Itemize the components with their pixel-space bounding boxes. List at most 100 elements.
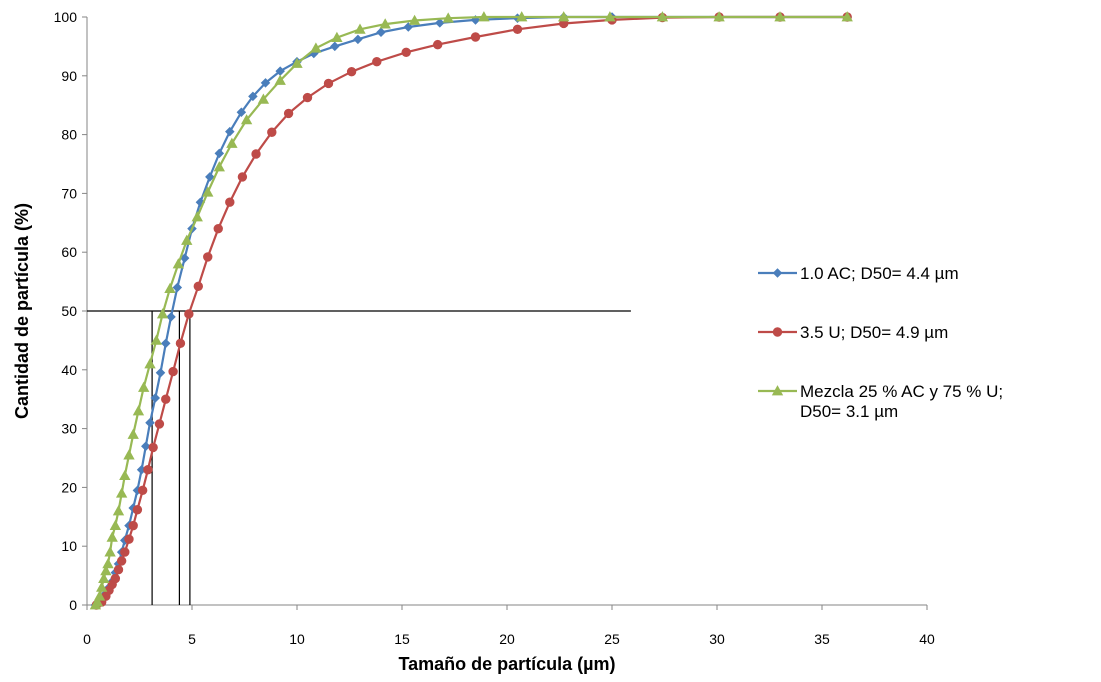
x-axis-title: Tamaño de partícula (µm) <box>398 654 615 674</box>
data-point <box>323 78 334 89</box>
data-point <box>236 107 247 118</box>
x-tick-label: 5 <box>188 631 196 647</box>
data-point <box>102 558 114 569</box>
data-point <box>110 573 121 584</box>
data-point <box>191 211 203 222</box>
data-point <box>132 505 143 515</box>
data-point <box>310 42 322 53</box>
data-point <box>225 197 235 207</box>
data-point <box>104 546 116 557</box>
legend-label: Mezcla 25 % AC y 75 % U; D50= 3.1 µm <box>800 382 1003 421</box>
x-tick-label: 30 <box>709 631 725 647</box>
data-point <box>330 41 340 52</box>
x-tick-label: 0 <box>83 631 91 647</box>
data-point <box>181 234 193 245</box>
x-tick-label: 15 <box>394 631 410 647</box>
data-point <box>132 405 145 416</box>
data-point <box>713 11 725 22</box>
data-point <box>128 520 138 531</box>
legend-label: 3.5 U; D50= 4.9 µm <box>800 323 948 342</box>
x-tick-label: 40 <box>919 631 935 647</box>
data-point <box>470 32 481 42</box>
data-point <box>156 308 169 319</box>
legend-item: 3.5 U; D50= 4.9 µm <box>758 323 948 342</box>
data-point <box>558 11 570 22</box>
data-point <box>119 469 131 481</box>
data-point <box>214 148 225 159</box>
data-point <box>274 74 286 85</box>
data-point <box>291 57 303 68</box>
x-ticks: 0 5 10 15 20 25 30 35 40 <box>83 605 935 647</box>
y-tick-label: 40 <box>61 362 77 378</box>
data-point <box>154 419 165 429</box>
y-tick-label: 60 <box>61 244 77 260</box>
data-point <box>774 11 786 22</box>
plot-area: 0 10 20 30 40 50 60 70 80 90 100 0 5 10 15 20 25 30 35 40 <box>54 9 935 647</box>
data-point <box>160 338 171 349</box>
data-point <box>435 18 445 28</box>
y-ticks: 0 10 20 30 40 50 60 70 80 90 100 <box>54 9 87 613</box>
x-tick-label: 35 <box>814 631 830 647</box>
legend-item: Mezcla 25 % AC y 75 % U; D50= 3.1 µm <box>758 382 1003 421</box>
data-point <box>91 596 104 607</box>
data-point <box>240 114 253 125</box>
data-point <box>193 281 204 292</box>
data-point <box>205 172 215 182</box>
data-point <box>203 252 213 262</box>
y-axis-title: Cantidad de partícula (%) <box>12 203 32 419</box>
y-tick-label: 70 <box>61 185 77 201</box>
data-point <box>127 428 139 439</box>
data-point <box>155 367 166 378</box>
data-point <box>123 449 135 460</box>
series-lines <box>89 11 853 610</box>
legend-label-line: Mezcla 25 % AC y 75 % U; <box>800 382 1003 401</box>
data-point <box>433 39 443 50</box>
data-point <box>166 312 176 322</box>
legend-item: 1.0 AC; D50= 4.4 µm <box>758 264 959 283</box>
data-point <box>401 47 411 57</box>
data-point <box>115 487 128 498</box>
y-tick-label: 80 <box>61 127 77 143</box>
data-point <box>138 381 150 392</box>
data-point <box>260 78 271 88</box>
y-tick-label: 0 <box>69 597 77 613</box>
reference-lines <box>87 310 631 605</box>
legend-swatch-marker <box>772 268 783 278</box>
data-point <box>442 12 454 23</box>
data-point <box>100 565 112 576</box>
series-3 <box>89 11 853 610</box>
y-tick-label: 20 <box>61 479 77 495</box>
data-point <box>164 282 176 294</box>
data-point <box>184 309 194 319</box>
data-point <box>150 393 161 403</box>
data-point <box>143 465 153 475</box>
data-point <box>257 93 270 104</box>
data-point <box>302 92 313 103</box>
data-point <box>145 417 155 428</box>
data-point <box>202 186 214 197</box>
legend-swatch-marker <box>772 327 783 337</box>
data-point <box>225 126 235 137</box>
data-point <box>141 441 151 452</box>
data-point <box>172 282 183 293</box>
data-point <box>137 485 148 496</box>
data-point <box>112 505 125 516</box>
data-point <box>161 394 171 404</box>
data-point <box>372 56 382 67</box>
data-point <box>175 338 186 349</box>
data-point <box>331 31 343 42</box>
data-point <box>379 18 391 29</box>
data-point <box>408 14 421 25</box>
data-point <box>656 11 669 22</box>
data-point <box>172 258 185 269</box>
data-point <box>109 519 122 531</box>
x-tick-label: 10 <box>289 631 305 647</box>
data-point <box>144 358 156 369</box>
data-point <box>251 149 261 159</box>
data-point <box>346 66 357 77</box>
x-tick-label: 20 <box>499 631 515 647</box>
data-point <box>353 34 363 45</box>
data-point <box>376 27 386 38</box>
y-tick-label: 100 <box>54 9 78 25</box>
